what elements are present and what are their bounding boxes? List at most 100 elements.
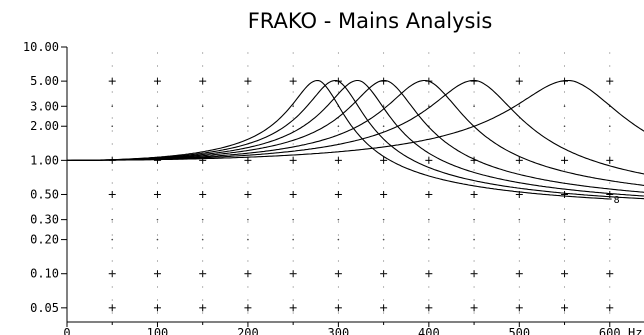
grid-dot (518, 78, 520, 80)
grid-dot (428, 91, 430, 93)
grid-dot (202, 286, 204, 288)
grid-dot (428, 117, 430, 119)
grid-dot (156, 52, 158, 54)
grid-dot (202, 78, 204, 80)
grid-dot (337, 260, 339, 262)
grid-dot (111, 156, 113, 158)
grid-dot (202, 273, 204, 275)
grid-dot (518, 218, 521, 221)
grid-dot (383, 117, 385, 119)
grid-dot (337, 78, 339, 80)
grid-dot (111, 234, 113, 236)
grid-dot (564, 130, 566, 132)
grid-dot (473, 104, 475, 106)
grid-dot (608, 218, 611, 221)
grid-dot (156, 65, 158, 67)
grid-dot (473, 52, 475, 54)
grid-dot (111, 273, 113, 275)
grid-dot (428, 312, 430, 314)
grid-dot (111, 299, 113, 301)
grid-dot (563, 218, 566, 221)
grid-dot (292, 286, 294, 288)
grid-dot (202, 221, 204, 223)
grid-dot (156, 91, 158, 93)
grid-dot (564, 91, 566, 93)
grid-dot (563, 105, 566, 108)
series-label-8: 8 (614, 195, 620, 206)
grid-dot (156, 312, 158, 314)
grid-dot (609, 91, 611, 93)
grid-dot (337, 182, 339, 184)
grid-dot (111, 208, 113, 210)
grid-dot (156, 221, 158, 223)
grid-dot (201, 218, 204, 221)
grid-dot (609, 234, 611, 236)
grid-dot (473, 273, 475, 275)
grid-dot (473, 234, 475, 236)
y-tick-label: 2.00 (30, 119, 59, 133)
labels-layer: 345678 (614, 195, 620, 206)
grid-dot (518, 104, 520, 106)
grid-dot (247, 182, 249, 184)
grid-dot (247, 312, 249, 314)
grid-dot (247, 105, 249, 108)
grid-dot (247, 221, 249, 223)
grid-dot (202, 312, 204, 314)
grid-dot (473, 78, 475, 80)
grid-dot (337, 65, 339, 67)
grid-dot (292, 156, 294, 158)
grid-dot (609, 286, 611, 288)
grid-dot (202, 143, 204, 145)
grid-dot (202, 91, 204, 93)
grid-dot (202, 52, 204, 54)
grid-dot (473, 286, 475, 288)
grid-dot (247, 169, 249, 171)
grid-dot (383, 286, 385, 288)
series-curve-8 (67, 79, 612, 200)
grid-dot (383, 78, 385, 80)
grid-dot (428, 234, 430, 236)
grid-dot (247, 247, 249, 249)
grid-dot (111, 218, 114, 221)
grid-dot (111, 195, 113, 197)
grid-dot (111, 312, 113, 314)
grid-dot (609, 65, 611, 67)
grid-dot (518, 234, 520, 236)
grid-dot (292, 218, 294, 221)
grid-dot (292, 52, 294, 54)
grid-dot (202, 104, 204, 106)
grid-dot (609, 156, 611, 158)
grid-dot (473, 312, 475, 314)
grid-dot (156, 182, 158, 184)
grid-dot (111, 260, 113, 262)
grid-dot (518, 130, 520, 132)
grid-dot (564, 78, 566, 80)
grid-dot (247, 130, 249, 132)
x-tick-label: 600 (599, 326, 621, 335)
grid-dot (201, 125, 204, 128)
grid-dot (564, 273, 566, 275)
grid-dot (518, 125, 521, 128)
grid-dot (247, 65, 249, 67)
grid-dot (337, 130, 339, 132)
grid-dot (564, 169, 566, 171)
grid-dot (111, 52, 113, 54)
grid-dot (428, 286, 430, 288)
grid-dot (383, 260, 385, 262)
grid-dot (156, 104, 158, 106)
grid-dot (383, 91, 385, 93)
grid-dot (428, 238, 430, 241)
grid-dot (202, 182, 204, 184)
grid-dot (201, 238, 204, 241)
grid-dot (156, 234, 158, 236)
x-tick-label: 100 (147, 326, 169, 335)
series-curve-4 (67, 79, 644, 175)
grid-dot (428, 156, 430, 158)
grid-dot (382, 125, 385, 128)
grid-dot (292, 247, 294, 249)
grid-dot (337, 221, 339, 223)
y-tick-label: 5.00 (30, 74, 59, 88)
grid-dot (247, 104, 249, 106)
grid-dot (337, 169, 339, 171)
grid-dot (156, 105, 159, 108)
